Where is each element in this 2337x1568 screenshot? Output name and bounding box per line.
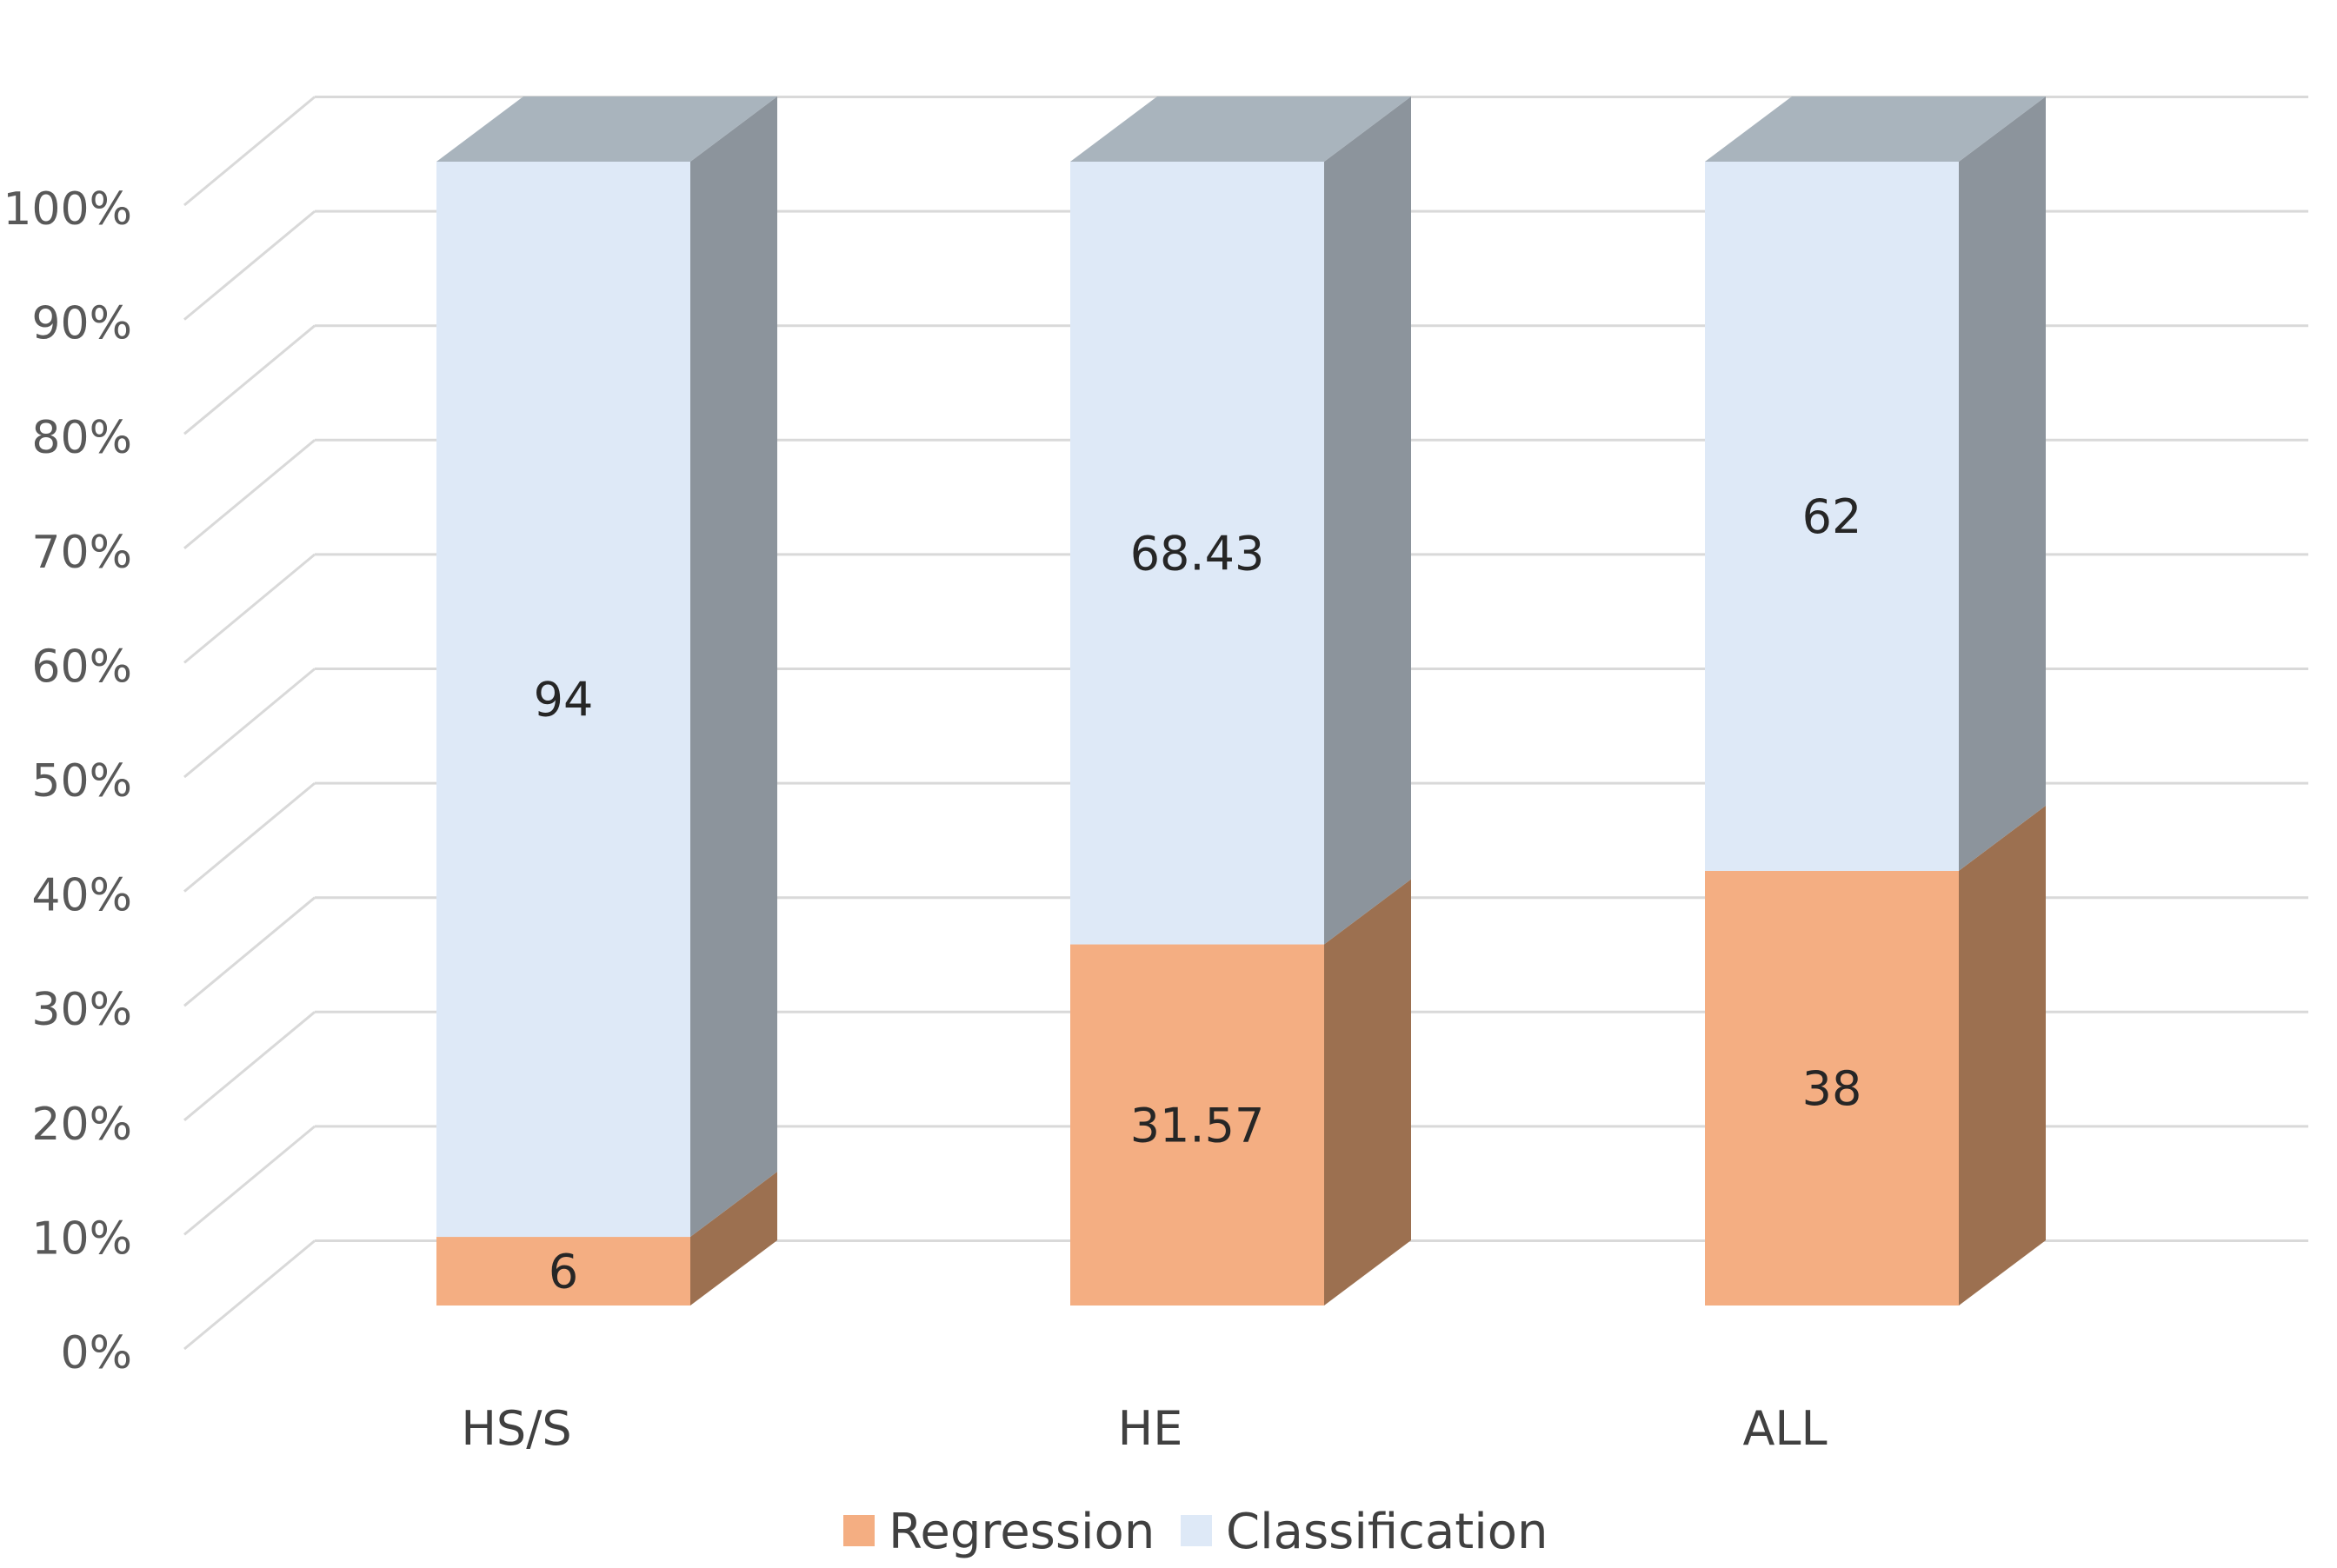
gridline-side-90 — [183, 209, 316, 321]
legend-swatch-classification — [1181, 1515, 1212, 1546]
gridline-side-70 — [183, 439, 316, 549]
y-tick-label-50: 50% — [31, 755, 132, 807]
bar-classification-all — [1705, 162, 1959, 871]
y-tick-label-80: 80% — [31, 412, 132, 464]
x-category-label-hs-s: HS/S — [461, 1401, 571, 1456]
legend-swatch-regression — [843, 1515, 875, 1546]
gridline-side-0 — [183, 1239, 316, 1351]
bar-regression-hs-s — [436, 1237, 690, 1306]
y-tick-label-10: 10% — [31, 1213, 132, 1265]
legend-label-classification: Classification — [1226, 1504, 1548, 1560]
gridline-side-50 — [183, 668, 316, 779]
y-tick-label-0: 0% — [61, 1327, 133, 1379]
y-tick-label-100: 100% — [3, 183, 132, 236]
bar-classification-hs-s — [436, 162, 690, 1238]
bars: 6 94 31.57 68.43 38 62 — [436, 96, 2046, 1306]
bar-top-all — [1705, 96, 2046, 162]
x-axis-categories: HS/S HE ALL — [461, 1401, 1827, 1456]
bar-side-classification-all — [1959, 96, 2046, 871]
data-label-classification-he: 68.43 — [1130, 526, 1265, 581]
bar-side-classification-hs-s — [690, 96, 777, 1238]
bar-side-regression-he — [1324, 879, 1411, 1306]
gridline-side-60 — [183, 553, 316, 664]
bar-top-he — [1070, 96, 1411, 162]
bar-regression-he — [1070, 944, 1324, 1306]
gridline-side-10 — [183, 1125, 316, 1236]
data-label-classification-hs-s: 94 — [534, 673, 594, 728]
bar-regression-all — [1705, 870, 1959, 1306]
bar-group-hs-s: 6 94 — [436, 96, 777, 1306]
x-category-label-he: HE — [1118, 1401, 1183, 1456]
y-tick-label-30: 30% — [31, 984, 132, 1036]
legend: Regression Classification — [843, 1504, 1548, 1560]
y-tick-label-40: 40% — [31, 870, 132, 922]
bar-group-he: 31.57 68.43 — [1070, 96, 1411, 1306]
gridline-side-80 — [183, 324, 316, 435]
y-tick-label-70: 70% — [31, 527, 132, 579]
gridline-side-100 — [183, 96, 316, 207]
bar-side-classification-he — [1324, 96, 1411, 945]
bar-side-regression-all — [1959, 805, 2046, 1306]
data-label-classification-all: 62 — [1802, 489, 1862, 544]
gridline-side-30 — [183, 896, 316, 1007]
bar-side-regression-hs-s — [690, 1172, 777, 1306]
gridline-side-40 — [183, 781, 316, 893]
data-label-regression-hs-s: 6 — [549, 1245, 578, 1299]
bar-group-all: 38 62 — [1705, 96, 2046, 1306]
y-tick-label-60: 60% — [31, 641, 132, 693]
x-category-label-all: ALL — [1742, 1401, 1827, 1456]
gridline-side-20 — [183, 1011, 316, 1121]
bar-top-hs-s — [436, 96, 777, 162]
legend-label-regression: Regression — [889, 1504, 1155, 1560]
data-label-regression-all: 38 — [1802, 1061, 1862, 1116]
bar-classification-he — [1070, 162, 1324, 945]
y-tick-label-90: 90% — [31, 298, 132, 350]
y-tick-label-20: 20% — [31, 1099, 132, 1151]
data-label-regression-he: 31.57 — [1130, 1098, 1265, 1153]
y-axis-ticks: 0% 10% 20% 30% 40% 50% 60% 70% 80% 90% 100% — [3, 183, 132, 1379]
